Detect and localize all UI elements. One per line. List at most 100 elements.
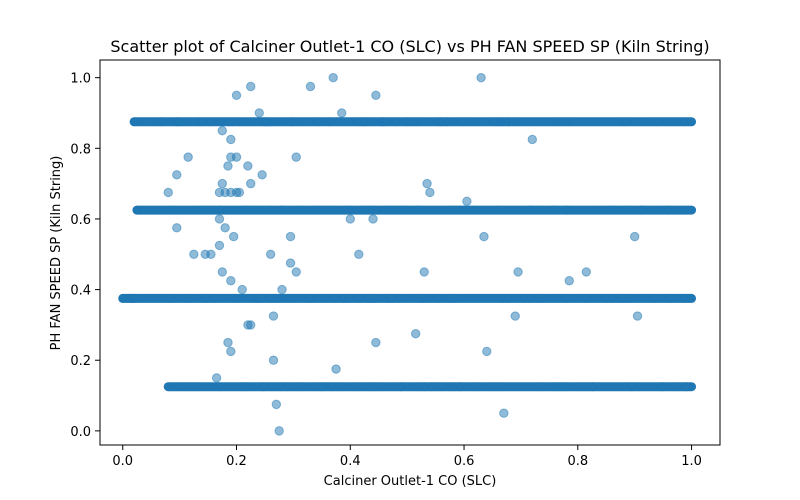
data-point (337, 108, 347, 118)
data-point (231, 152, 242, 162)
data-point (482, 346, 492, 357)
band-point (129, 117, 139, 127)
band-point (497, 382, 507, 392)
band-point (184, 293, 194, 303)
band-point (256, 293, 266, 303)
data-point (328, 72, 338, 83)
point-band (163, 382, 697, 392)
band-point (156, 117, 166, 127)
data-point (234, 187, 245, 198)
band-point (359, 117, 369, 127)
band-point (250, 205, 260, 215)
band-point (356, 382, 366, 392)
chart-title: Scatter plot of Calciner Outlet-1 CO (SL… (110, 37, 709, 56)
band-point (659, 382, 669, 392)
data-point (527, 134, 537, 145)
data-point (183, 152, 193, 162)
data-point (462, 196, 472, 206)
band-point (413, 205, 423, 215)
data-point (305, 81, 316, 92)
band-point (401, 117, 411, 127)
band-point (235, 117, 245, 127)
band-point (181, 382, 191, 392)
band-point (502, 293, 512, 303)
data-point (285, 231, 296, 242)
band-point (317, 382, 327, 392)
band-point (419, 293, 429, 303)
band-point (525, 293, 535, 303)
band-point (618, 205, 628, 215)
data-point (479, 231, 489, 242)
band-point (662, 205, 672, 215)
x-tick-label: 0.8 (567, 454, 588, 469)
plot-frame (99, 59, 721, 446)
band-point (627, 293, 637, 303)
data-point (291, 152, 301, 162)
y-tick-label: 0.6 (70, 213, 91, 228)
band-point (553, 382, 563, 392)
data-point (513, 267, 523, 277)
band-point (196, 117, 206, 127)
data-point (371, 90, 381, 101)
band-point (215, 382, 225, 392)
data-point (226, 134, 236, 145)
band-point (129, 293, 139, 303)
band-point (132, 205, 142, 215)
band-point (681, 382, 691, 392)
band-point (224, 117, 234, 127)
band-point (560, 117, 570, 127)
data-point (223, 337, 233, 348)
axes-layer: 0.0 0.2 0.4 0.6 0.8 1.0 0.0 0.2 0.4 0.6 0.8 1.0 (70, 59, 721, 469)
band-point (468, 205, 478, 215)
band-point (366, 293, 376, 303)
band-point (321, 293, 331, 303)
band-point (610, 205, 620, 215)
data-point (476, 72, 486, 83)
band-point (616, 293, 626, 303)
y-tick-label: 0.2 (70, 354, 91, 369)
band-point (311, 205, 321, 215)
x-tick-label: 0.6 (454, 454, 475, 469)
band-point (254, 117, 264, 127)
band-point (230, 293, 240, 303)
band-point (490, 117, 500, 127)
band-point (267, 382, 277, 392)
band-point (355, 293, 365, 303)
data-point (632, 311, 643, 321)
band-point (434, 117, 444, 127)
band-point (394, 293, 404, 303)
band-point (237, 382, 247, 392)
band-point (168, 205, 178, 215)
band-point (386, 293, 396, 303)
data-point (246, 81, 256, 92)
data-point (410, 329, 421, 339)
data-point (274, 426, 284, 436)
point-band (118, 293, 697, 303)
y-tick-label: 0.4 (70, 284, 91, 299)
band-point (434, 293, 444, 303)
data-point (163, 187, 173, 198)
band-point (638, 205, 648, 215)
data-point (246, 320, 256, 330)
band-point (670, 117, 680, 127)
data-point (231, 90, 242, 101)
band-point (118, 293, 128, 303)
band-point (456, 205, 466, 215)
band-point (282, 382, 292, 392)
band-point (228, 205, 238, 215)
band-point (344, 205, 354, 215)
band-point (313, 117, 323, 127)
band-point (445, 205, 455, 215)
data-point (206, 249, 216, 259)
band-point (163, 382, 173, 392)
x-tick-label: 0.2 (226, 454, 247, 469)
band-point (215, 117, 225, 127)
data-point (172, 223, 182, 233)
band-point (465, 117, 475, 127)
data-point (271, 399, 282, 410)
data-point (217, 125, 227, 136)
data-point (172, 170, 182, 180)
data-point (217, 178, 227, 189)
point-band (129, 117, 697, 127)
data-point (291, 267, 301, 277)
